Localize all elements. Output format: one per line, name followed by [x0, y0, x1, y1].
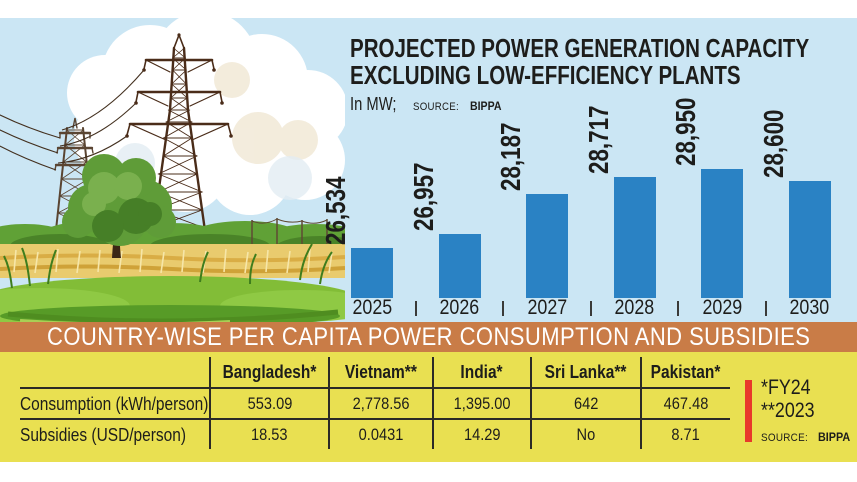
x-axis-label-2026: 2026 — [439, 296, 480, 319]
table-panel: Bangladesh* Vietnam** India* Sri Lanka** Pak… — [0, 352, 857, 462]
table-header-bangladesh: Bangladesh* — [209, 357, 328, 387]
table-cell-sri-lanka-row1: 642 — [530, 387, 640, 418]
x-axis-tick — [589, 301, 592, 316]
bar-2027 — [526, 194, 568, 298]
capacity-bar-chart: PROJECTED POWER GENERATION CAPACITY EXCL… — [320, 18, 857, 322]
chart-title-line-1: PROJECTED POWER GENERATION CAPACITY — [350, 33, 810, 63]
x-axis-tick — [677, 301, 680, 316]
country-data-table: Bangladesh* Vietnam** India* Sri Lanka** Pak… — [20, 357, 730, 449]
section-banner: COUNTRY-WISE PER CAPITA POWER CONSUMPTIO… — [0, 322, 857, 352]
bar-2029 — [701, 169, 743, 298]
table-source-prefix: SOURCE: — [761, 432, 808, 444]
chart-title-line-2: EXCLUDING LOW-EFFICIENCY PLANTS — [350, 60, 741, 90]
x-axis-label-2027: 2027 — [527, 296, 567, 319]
table-cell-india-row1: 1,395.00 — [432, 387, 530, 418]
table-source: SOURCE: BIPPA — [761, 428, 853, 446]
bar-value-label-2029: 28,950 — [670, 97, 701, 166]
table-cell-india-row2: 14.29 — [432, 418, 530, 449]
x-axis-tick — [764, 301, 767, 316]
bar-2025 — [351, 248, 393, 298]
x-axis-label-2025: 2025 — [352, 296, 392, 319]
x-axis-label-2029: 2029 — [702, 296, 742, 319]
table-cell-vietnam-row1: 2,778.56 — [328, 387, 432, 418]
table-cell-pakistan-row1: 467.48 — [640, 387, 730, 418]
table-cell-bangladesh-row2: 18.53 — [209, 418, 328, 449]
section-banner-title: COUNTRY-WISE PER CAPITA POWER CONSUMPTIO… — [46, 323, 811, 351]
sky-panel: PROJECTED POWER GENERATION CAPACITY EXCL… — [0, 18, 857, 322]
footnote-2023: **2023 — [761, 399, 815, 422]
bar-value-label-2026: 26,957 — [407, 162, 439, 231]
table-row-label-subsidies-usd-person: Subsidies (USD/person) — [20, 418, 209, 449]
bar-2028 — [613, 177, 656, 298]
table-source-name: BIPPA — [817, 430, 850, 444]
bar-value-label-2028: 28,717 — [582, 105, 614, 174]
x-axis-label-2028: 2028 — [614, 296, 655, 319]
power-lines-illustration-icon — [0, 18, 345, 322]
table-cell-pakistan-row2: 8.71 — [640, 418, 730, 449]
table-cell-vietnam-row2: 0.0431 — [328, 418, 432, 449]
chart-title: PROJECTED POWER GENERATION CAPACITY EXCL… — [350, 35, 857, 89]
table-header-sri-lanka: Sri Lanka** — [530, 357, 640, 387]
bar-2026 — [438, 234, 481, 298]
table-header-pakistan: Pakistan* — [640, 357, 730, 387]
bar-value-label-2025: 26,534 — [320, 176, 351, 245]
x-axis-tick — [502, 301, 505, 316]
chart-subtitle: In MW; SOURCE: BIPPA — [350, 94, 506, 115]
bar-value-label-2027: 28,187 — [495, 122, 526, 191]
chart-unit-label: In MW; — [350, 94, 397, 114]
table-header-vietnam: Vietnam** — [328, 357, 432, 387]
table-header-label — [20, 357, 209, 387]
chart-source-name: BIPPA — [469, 99, 502, 113]
x-axis-tick — [414, 301, 417, 316]
chart-source-prefix: SOURCE: — [413, 101, 460, 113]
bar-2030 — [788, 181, 831, 298]
table-row-label-consumption-kwh-person: Consumption (kWh/person) — [20, 387, 209, 418]
footnote-accent-bar — [745, 380, 752, 442]
table-cell-sri-lanka-row2: No — [530, 418, 640, 449]
footnote-fy24: *FY24 — [761, 376, 811, 399]
bar-value-label-2030: 28,600 — [757, 109, 789, 178]
table-header-india: India* — [432, 357, 530, 387]
x-axis-label-2030: 2030 — [789, 296, 830, 319]
table-cell-bangladesh-row1: 553.09 — [209, 387, 328, 418]
